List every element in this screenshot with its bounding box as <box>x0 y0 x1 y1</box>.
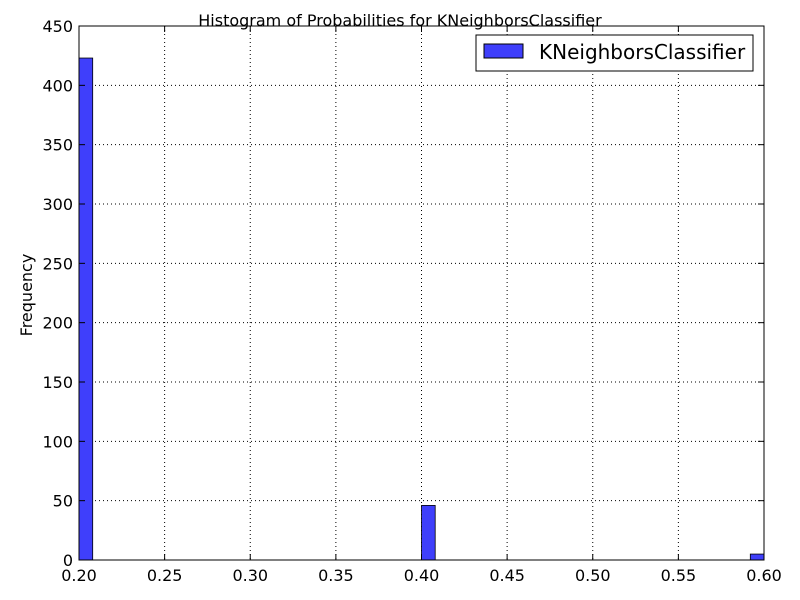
y-tick-label: 450 <box>42 17 73 36</box>
axis-ticks <box>78 25 765 561</box>
y-tick-label: 400 <box>42 76 73 95</box>
y-tick-label: 200 <box>42 314 73 333</box>
y-tick-label: 150 <box>42 373 73 392</box>
x-tick-label: 0.30 <box>232 566 268 585</box>
legend-swatch <box>483 43 524 59</box>
y-tick-label: 300 <box>42 195 73 214</box>
x-tick-label: 0.40 <box>404 566 440 585</box>
x-tick-label: 0.20 <box>61 566 97 585</box>
chart-title: Histogram of Probabilities for KNeighbor… <box>198 11 602 30</box>
legend-label: KNeighborsClassifier <box>539 40 746 64</box>
histogram-bar <box>78 57 94 561</box>
bars <box>78 57 765 561</box>
y-tick-label: 250 <box>42 254 73 273</box>
histogram-bar <box>421 505 436 561</box>
x-tick-label: 0.50 <box>575 566 611 585</box>
y-tick-label: 350 <box>42 136 73 155</box>
grid-lines <box>78 25 765 561</box>
y-tick-labels: 0 50 100 150 200 250 300 350 400 450 <box>42 17 73 570</box>
x-tick-labels: 0.20 0.25 0.30 0.35 0.40 0.45 0.50 0.55 0.60 <box>61 566 782 585</box>
x-tick-label: 0.60 <box>746 566 782 585</box>
x-tick-label: 0.45 <box>489 566 525 585</box>
histogram-bar <box>749 553 765 561</box>
y-tick-label: 50 <box>53 492 73 511</box>
y-axis-label: Frequency <box>17 254 36 337</box>
x-tick-label: 0.55 <box>661 566 697 585</box>
y-tick-label: 0 <box>63 551 73 570</box>
y-tick-label: 100 <box>42 432 73 451</box>
x-tick-label: 0.35 <box>318 566 354 585</box>
x-tick-label: 0.25 <box>147 566 183 585</box>
legend: KNeighborsClassifier <box>475 34 754 72</box>
